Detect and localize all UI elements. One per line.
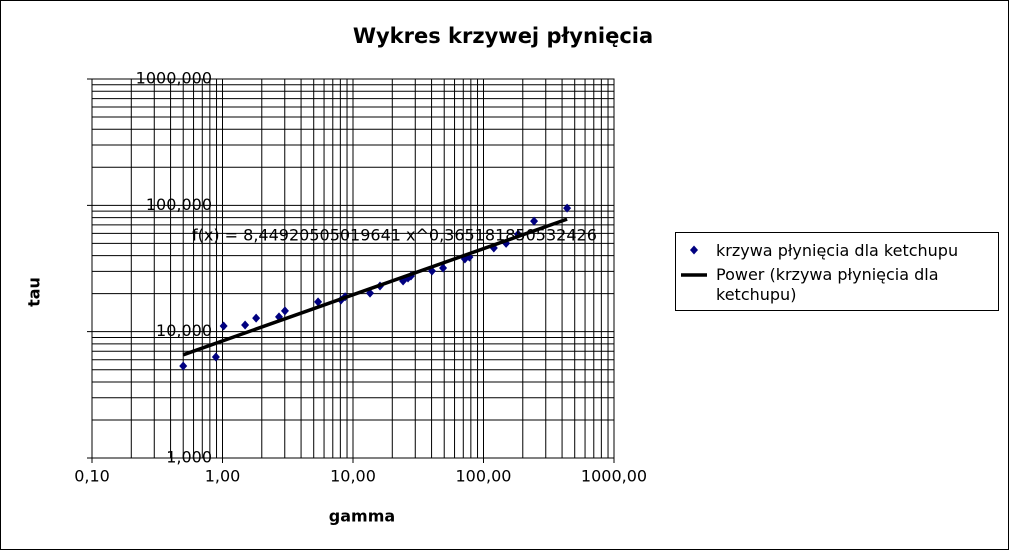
chart-title: Wykres krzywej płynięcia	[353, 24, 653, 48]
x-tick-label: 0,10	[74, 467, 110, 486]
trendline-equation: f(x) = 8,44920505019641 x^0,365181850532…	[192, 226, 597, 245]
data-point	[219, 321, 228, 331]
trendline	[182, 217, 568, 357]
legend-icon	[681, 273, 707, 277]
data-point	[252, 313, 261, 323]
data-point	[241, 320, 250, 330]
legend: krzywa płynięcia dla ketchupu Power (krzy…	[675, 232, 999, 311]
marks	[179, 203, 572, 371]
x-axis-label: gamma	[329, 507, 395, 526]
x-tick-label: 10,00	[330, 467, 376, 486]
y-tick-label: 1000,000	[136, 69, 212, 88]
y-tick-label: 1,000	[166, 448, 212, 467]
x-tick-label: 1000,00	[581, 467, 647, 486]
x-tick-label: 1,00	[205, 467, 241, 486]
data-point	[280, 306, 289, 316]
legend-icon	[690, 245, 698, 255]
grid	[87, 78, 615, 463]
data-point	[314, 297, 323, 307]
y-tick-label: 10,000	[156, 321, 212, 340]
legend-symbol	[690, 245, 698, 255]
legend-label: Power (krzywa płynięcia dla ketchupu)	[716, 265, 939, 304]
x-tick-label: 100,00	[456, 467, 512, 486]
data-point	[439, 263, 448, 273]
y-axis-label: tau	[25, 277, 44, 307]
data-point	[563, 203, 572, 213]
data-point	[530, 216, 539, 226]
data-point	[179, 361, 188, 371]
legend-label: krzywa płynięcia dla ketchupu	[716, 241, 959, 260]
plot-frame	[91, 78, 615, 459]
y-tick-label: 100,000	[146, 195, 212, 214]
data-point	[211, 352, 220, 362]
